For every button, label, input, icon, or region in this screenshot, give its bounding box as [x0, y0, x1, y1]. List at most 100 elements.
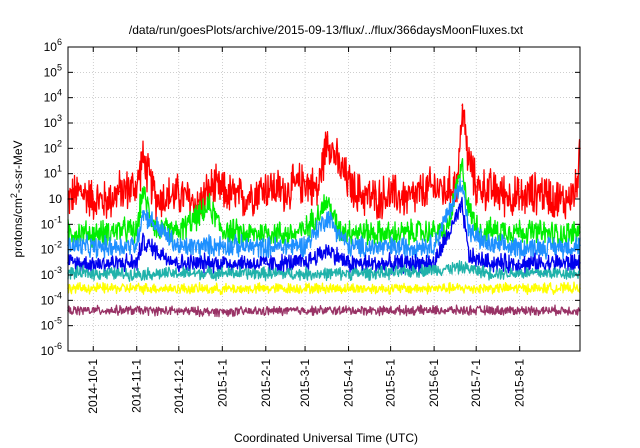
series-line	[67, 196, 581, 276]
x-tick-label: 2014-10-1	[86, 359, 100, 414]
series-point	[221, 311, 224, 313]
series-line	[67, 260, 581, 282]
series-point	[347, 262, 350, 265]
series-point	[433, 262, 435, 264]
x-tick-label: 2014-12-1	[172, 359, 186, 414]
series-point	[135, 309, 138, 312]
series-point	[141, 157, 144, 160]
series-point	[467, 155, 469, 157]
series-point	[178, 231, 180, 233]
series-point	[304, 309, 306, 312]
series-point	[135, 262, 138, 264]
series-point	[326, 215, 329, 218]
y-axis-label: protons/cm2-s-sr-MeV	[9, 140, 25, 257]
series-point	[575, 190, 577, 193]
series-point	[221, 229, 224, 231]
series-point	[141, 211, 144, 213]
series-point	[265, 231, 267, 233]
series-point	[248, 233, 250, 236]
series-point	[433, 186, 435, 188]
series-point	[531, 231, 534, 233]
y-tick-label: 10-6	[41, 341, 62, 358]
series-point	[518, 262, 521, 265]
series-point	[141, 241, 144, 243]
series-line	[67, 177, 581, 261]
series-point	[304, 180, 306, 183]
y-tick-label: 10-4	[41, 290, 62, 307]
x-tick-label: 2015-3-1	[298, 359, 312, 407]
series-point	[304, 229, 306, 231]
series-point	[241, 198, 243, 200]
series-point	[135, 287, 138, 290]
series-point	[389, 287, 392, 290]
x-tick-label: 2015-7-1	[469, 359, 483, 407]
series-point	[155, 198, 158, 200]
series-point	[461, 104, 464, 107]
y-tick-label: 105	[44, 62, 62, 79]
series-point	[92, 233, 94, 236]
series-point	[92, 198, 94, 200]
x-tick-label: 2015-6-1	[427, 359, 441, 407]
series-point	[347, 246, 350, 248]
series-point	[265, 186, 267, 188]
series-point	[141, 190, 144, 193]
series-point	[265, 263, 267, 265]
series-point	[374, 198, 377, 200]
series-point	[178, 262, 180, 265]
series-line	[67, 281, 581, 296]
series-point	[291, 233, 294, 236]
x-tick-label: 2015-8-1	[513, 359, 527, 407]
series-point	[488, 244, 490, 246]
series-point	[119, 229, 121, 231]
series-point	[475, 287, 478, 290]
series-point	[445, 190, 448, 193]
series-point	[337, 165, 340, 167]
series-point	[461, 266, 464, 269]
series-point	[221, 272, 224, 274]
series-point	[562, 262, 564, 264]
series-point	[326, 248, 329, 251]
series-point	[221, 244, 224, 246]
series-point	[468, 211, 471, 213]
series-point	[389, 263, 392, 265]
y-tick-label: 102	[44, 138, 62, 155]
series-point	[178, 246, 180, 249]
series-point	[488, 262, 490, 264]
series-point	[92, 246, 94, 249]
series-point	[304, 244, 306, 246]
y-tick-label: 101	[44, 164, 62, 181]
x-tick-label: 2015-5-1	[384, 359, 398, 407]
y-tick-label: 10-1	[41, 214, 62, 231]
series-point	[221, 190, 224, 193]
x-tick-label: 2014-11-1	[130, 359, 144, 413]
series-point	[518, 198, 521, 200]
series-point	[389, 309, 392, 312]
series-point	[208, 205, 211, 208]
series-point	[502, 229, 504, 231]
series-point	[105, 200, 107, 203]
series-point	[119, 190, 121, 193]
series-point	[265, 246, 267, 249]
series-point	[389, 193, 392, 196]
series-point	[304, 273, 306, 275]
axis-ticks: 10-6 10-5 10-4 10-3 10-2 10-1 10 101 102 103 104 10…	[41, 37, 580, 414]
series-point	[389, 246, 392, 249]
series-point	[326, 200, 329, 203]
series-point	[316, 190, 319, 193]
series-point	[304, 287, 306, 290]
x-tick-label: 2015-1-1	[215, 359, 229, 407]
series-point	[468, 256, 471, 259]
x-tick-label: 2015-2-1	[259, 359, 273, 407]
series-point	[326, 135, 329, 137]
series-point	[475, 186, 478, 188]
series-point	[284, 190, 287, 193]
x-tick-label: 2015-4-1	[342, 359, 356, 407]
series-point	[562, 200, 564, 203]
y-tick-label: 106	[44, 37, 62, 54]
series-point	[221, 288, 224, 290]
x-axis-label: Coordinated Universal Time (UTC)	[234, 431, 418, 445]
series-point	[416, 231, 419, 233]
series-layer	[67, 103, 581, 318]
